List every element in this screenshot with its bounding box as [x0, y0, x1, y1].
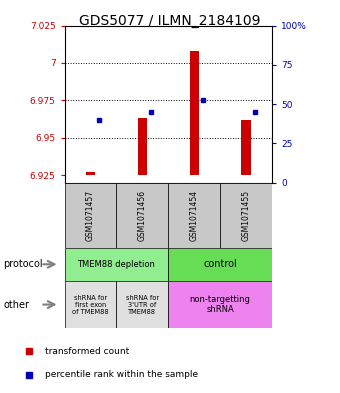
Bar	[138, 118, 147, 175]
Text: control: control	[203, 259, 237, 269]
Bar	[116, 183, 168, 248]
Text: GSM1071456: GSM1071456	[138, 189, 147, 241]
Text: protocol: protocol	[3, 259, 43, 269]
Text: TMEM88 depletion: TMEM88 depletion	[78, 260, 155, 269]
Bar	[168, 281, 272, 328]
Bar	[65, 248, 168, 281]
Text: GSM1071454: GSM1071454	[190, 189, 199, 241]
Text: other: other	[3, 299, 29, 310]
Bar	[168, 248, 272, 281]
Bar	[168, 183, 220, 248]
Text: non-targetting
shRNA: non-targetting shRNA	[190, 295, 251, 314]
Text: percentile rank within the sample: percentile rank within the sample	[45, 370, 198, 379]
Bar	[190, 51, 199, 175]
Bar	[220, 183, 272, 248]
Text: GSM1071455: GSM1071455	[242, 189, 251, 241]
Bar	[65, 281, 116, 328]
Text: shRNA for
3'UTR of
TMEM88: shRNA for 3'UTR of TMEM88	[126, 295, 159, 314]
Bar	[86, 172, 95, 175]
Text: GDS5077 / ILMN_2184109: GDS5077 / ILMN_2184109	[79, 14, 261, 28]
Bar	[65, 183, 116, 248]
Bar	[241, 120, 251, 175]
Bar	[116, 281, 168, 328]
Text: shRNA for
first exon
of TMEM88: shRNA for first exon of TMEM88	[72, 295, 109, 314]
Text: transformed count: transformed count	[45, 347, 129, 356]
Text: GSM1071457: GSM1071457	[86, 189, 95, 241]
